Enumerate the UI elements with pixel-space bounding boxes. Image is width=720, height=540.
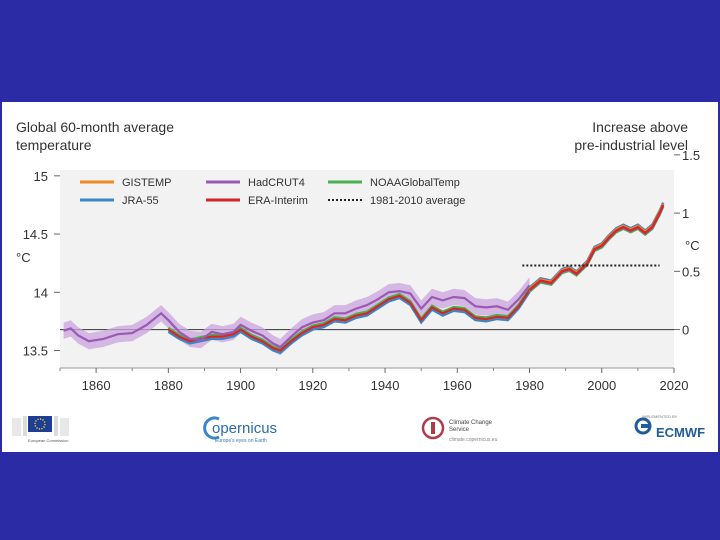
title-left-line-1: Global 60-month average bbox=[16, 119, 174, 135]
ecmwf-name: ECMWF bbox=[656, 425, 706, 440]
y-axis-label-right: °C bbox=[685, 238, 700, 253]
x-tick-label: 1920 bbox=[298, 378, 327, 393]
y-left-tick-label: 13.5 bbox=[23, 344, 48, 359]
copernicus-logo-icon bbox=[203, 416, 220, 440]
copernicus-tagline: Europe's eyes on Earth bbox=[215, 438, 267, 444]
c3s-name: Climate Change Service bbox=[449, 420, 493, 433]
legend-label: JRA-55 bbox=[122, 195, 159, 207]
title-right-line-1: Increase above bbox=[592, 119, 688, 135]
y-left-tick-label: 14.5 bbox=[23, 227, 48, 242]
legend: GISTEMP HadCRUT4 NOAAGlobalTemp JRA-55 ERA-I… bbox=[80, 177, 465, 207]
series-line-jra-55-early bbox=[167, 291, 531, 355]
temperature-chart: 1860 1880 1900 1920 1940 1960 1980 2000 2020 13.5… bbox=[16, 148, 700, 393]
series-line-era-interim-recent bbox=[528, 204, 665, 291]
c3s-logo-icon bbox=[421, 416, 445, 440]
eu-label: European Commission bbox=[28, 438, 69, 443]
x-tick-label: 1940 bbox=[371, 378, 400, 393]
legend-label: HadCRUT4 bbox=[248, 177, 305, 189]
title-right-line-2: pre-industrial level bbox=[574, 137, 688, 153]
x-tick-label: 2020 bbox=[660, 378, 689, 393]
y-right-tick-label: 1 bbox=[682, 206, 689, 221]
ecmwf-logo-icon bbox=[634, 417, 652, 435]
x-tick-label: 1980 bbox=[515, 378, 544, 393]
c3s-url: climate.copernicus.eu bbox=[449, 437, 498, 443]
x-tick-label: 1860 bbox=[82, 378, 111, 393]
y-right-tick-label: 0 bbox=[682, 323, 689, 338]
eu-flag-icon bbox=[12, 416, 69, 436]
series-layer bbox=[60, 202, 674, 356]
series-line-hadcrut4 bbox=[63, 284, 531, 349]
chart-slide: Global 60-month average temperature Incr… bbox=[2, 102, 718, 452]
legend-label: NOAAGlobalTemp bbox=[370, 177, 460, 189]
y-axis-label-left: °C bbox=[16, 250, 31, 265]
ecmwf-tagline: IMPLEMENTED BY bbox=[642, 414, 678, 419]
legend-label: ERA-Interim bbox=[248, 195, 308, 207]
copernicus-name: opernicus bbox=[212, 420, 278, 437]
x-tick-label: 1960 bbox=[443, 378, 472, 393]
y-left-tick-label: 14 bbox=[34, 285, 48, 300]
y-right-tick-label: 0.5 bbox=[682, 264, 700, 279]
title-left-line-2: temperature bbox=[16, 137, 92, 153]
series-line-era-interim-early bbox=[167, 289, 531, 352]
x-tick-label: 2000 bbox=[587, 378, 616, 393]
logo-bar bbox=[2, 407, 718, 452]
legend-label: GISTEMP bbox=[122, 177, 172, 189]
tick-layer: 1860 1880 1900 1920 1940 1960 1980 2000 2020 13.5… bbox=[23, 148, 700, 393]
chart-title-right: Increase above pre-industrial level bbox=[574, 118, 688, 154]
legend-label: 1981-2010 average bbox=[370, 195, 465, 207]
y-right-tick-label: 1.5 bbox=[682, 148, 700, 163]
chart-title-left: Global 60-month average temperature bbox=[16, 118, 174, 154]
x-tick-label: 1900 bbox=[226, 378, 255, 393]
y-left-tick-label: 15 bbox=[34, 169, 48, 184]
x-tick-label: 1880 bbox=[154, 378, 183, 393]
